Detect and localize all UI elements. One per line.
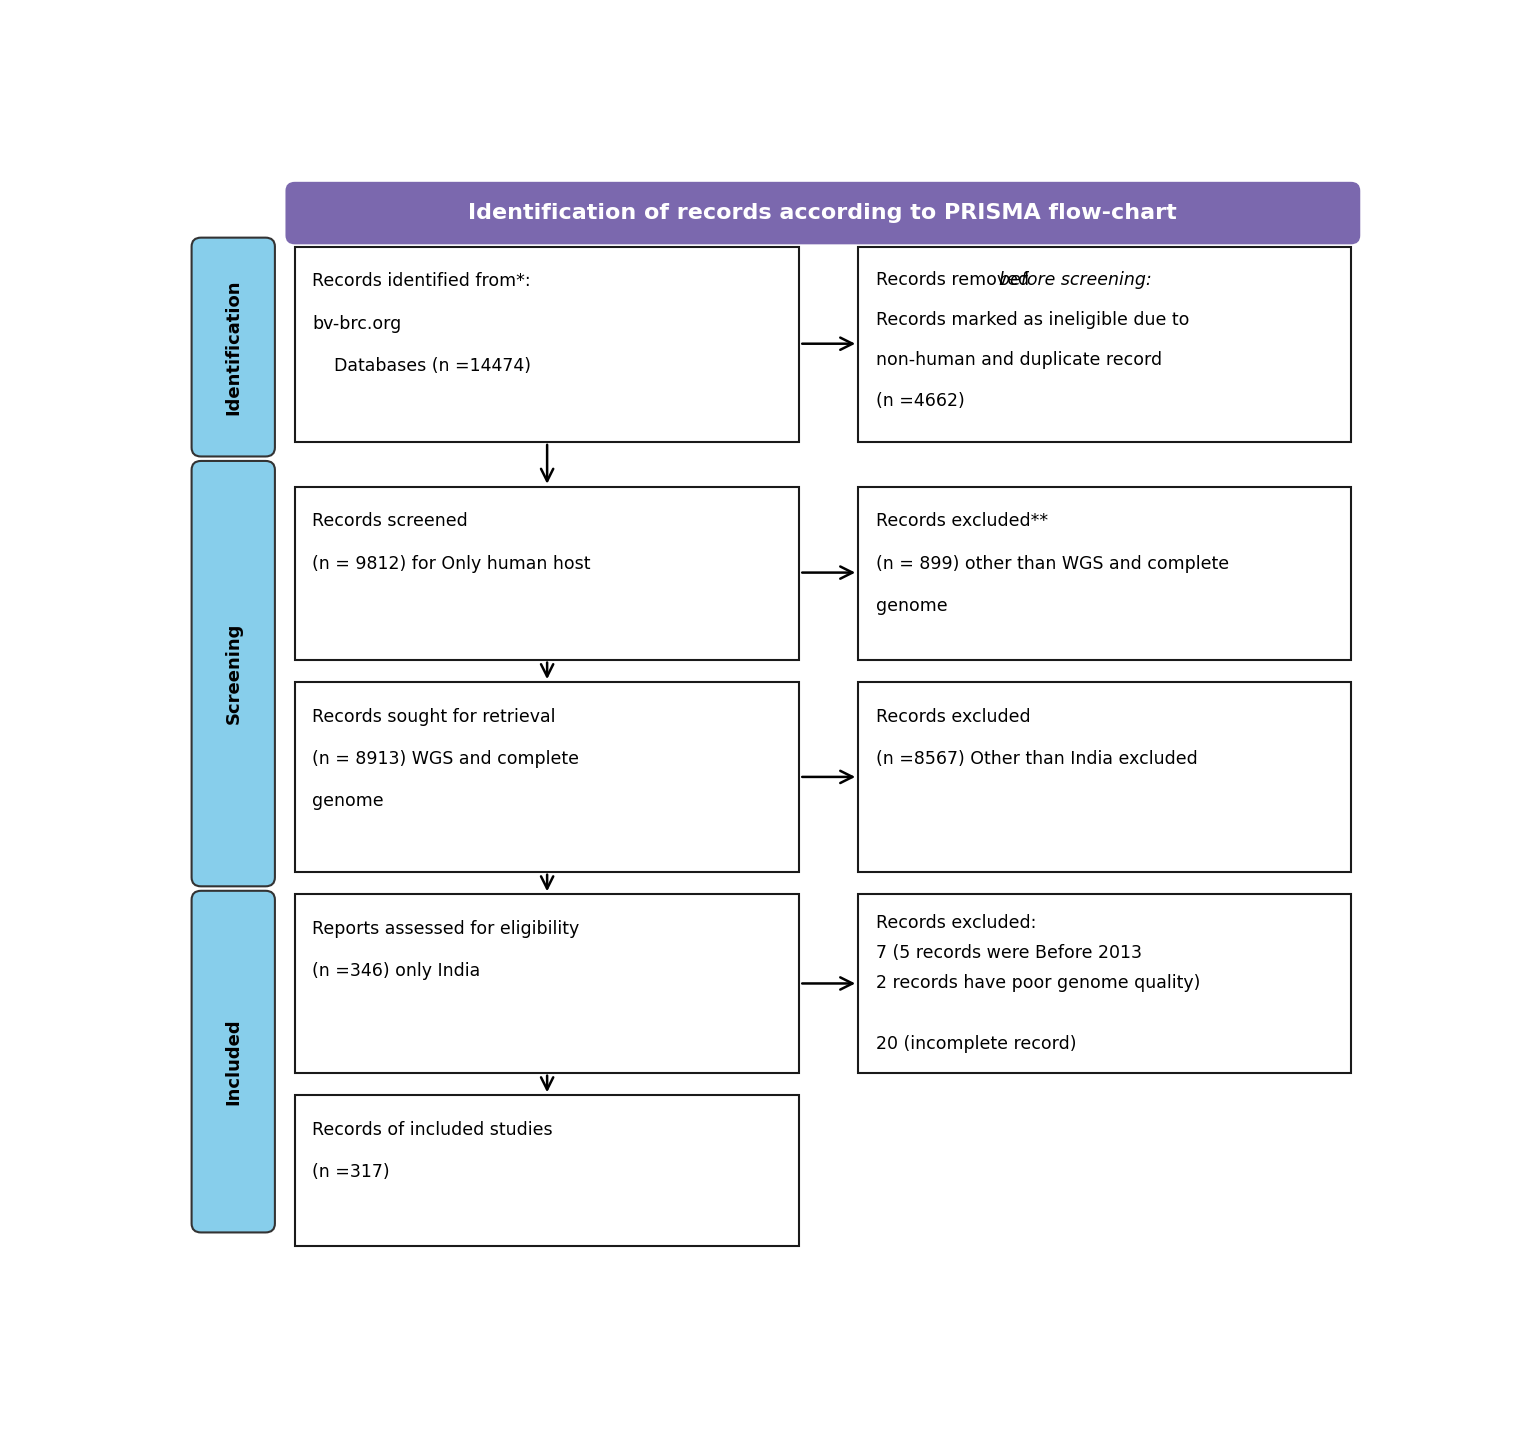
Text: genome: genome [312, 793, 385, 811]
FancyBboxPatch shape [286, 181, 1360, 245]
Text: Records removed: Records removed [875, 271, 1034, 289]
FancyBboxPatch shape [295, 247, 799, 442]
Text: Records excluded**: Records excluded** [875, 512, 1048, 531]
Text: Identification of records according to PRISMA flow-chart: Identification of records according to P… [468, 203, 1178, 223]
Text: non-human and duplicate record: non-human and duplicate record [875, 351, 1161, 370]
Text: Records marked as ineligible due to: Records marked as ineligible due to [875, 312, 1188, 329]
Text: (n =8567) Other than India excluded: (n =8567) Other than India excluded [875, 750, 1198, 768]
Text: genome: genome [875, 597, 948, 615]
Text: Records screened: Records screened [312, 512, 468, 531]
Text: (n =4662): (n =4662) [875, 392, 964, 410]
FancyBboxPatch shape [858, 682, 1350, 871]
Text: Records excluded:: Records excluded: [875, 914, 1036, 932]
Text: 20 (incomplete record): 20 (incomplete record) [875, 1035, 1076, 1053]
Text: (n = 9812) for Only human host: (n = 9812) for Only human host [312, 555, 590, 573]
Text: Records excluded: Records excluded [875, 708, 1031, 725]
Text: 7 (5 records were Before 2013: 7 (5 records were Before 2013 [875, 944, 1142, 963]
Text: (n = 8913) WGS and complete: (n = 8913) WGS and complete [312, 750, 580, 768]
FancyBboxPatch shape [858, 895, 1350, 1073]
Text: Records identified from*:: Records identified from*: [312, 273, 531, 290]
Text: bv-brc.org: bv-brc.org [312, 315, 401, 332]
Text: (n = 899) other than WGS and complete: (n = 899) other than WGS and complete [875, 555, 1229, 573]
Text: 2 records have poor genome quality): 2 records have poor genome quality) [875, 974, 1201, 992]
Text: Included: Included [224, 1018, 242, 1105]
Text: Records of included studies: Records of included studies [312, 1121, 553, 1138]
Text: (n =346) only India: (n =346) only India [312, 963, 481, 980]
Text: Identification: Identification [224, 280, 242, 415]
FancyBboxPatch shape [295, 487, 799, 660]
FancyBboxPatch shape [295, 682, 799, 871]
Text: (n =317): (n =317) [312, 1163, 391, 1182]
Text: Screening: Screening [224, 624, 242, 725]
FancyBboxPatch shape [858, 487, 1350, 660]
Text: Reports assessed for eligibility: Reports assessed for eligibility [312, 919, 580, 938]
FancyBboxPatch shape [295, 895, 799, 1073]
Text: before screening:: before screening: [999, 271, 1151, 289]
Text: Records sought for retrieval: Records sought for retrieval [312, 708, 556, 725]
FancyBboxPatch shape [295, 1095, 799, 1246]
FancyBboxPatch shape [192, 238, 276, 457]
FancyBboxPatch shape [858, 247, 1350, 442]
FancyBboxPatch shape [192, 461, 276, 886]
Text: Databases (n =14474): Databases (n =14474) [312, 357, 531, 376]
FancyBboxPatch shape [192, 890, 276, 1232]
